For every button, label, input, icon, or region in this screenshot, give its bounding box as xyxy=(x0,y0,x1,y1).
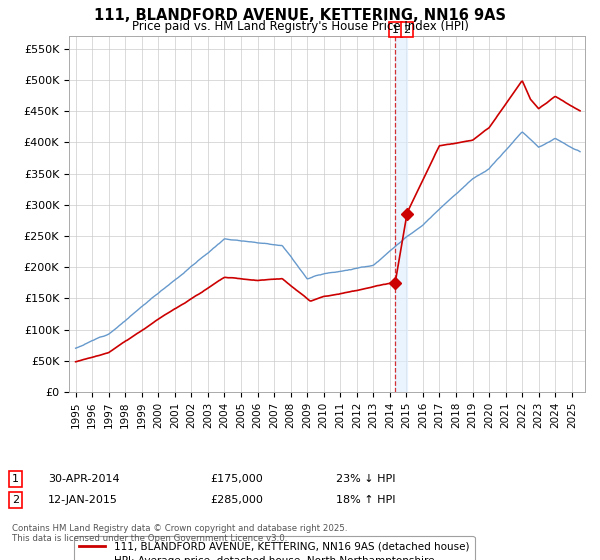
Text: 111, BLANDFORD AVENUE, KETTERING, NN16 9AS: 111, BLANDFORD AVENUE, KETTERING, NN16 9… xyxy=(94,8,506,24)
Text: 2: 2 xyxy=(403,25,410,35)
Text: 30-APR-2014: 30-APR-2014 xyxy=(48,474,119,484)
Bar xyxy=(395,36,407,392)
Text: Price paid vs. HM Land Registry's House Price Index (HPI): Price paid vs. HM Land Registry's House … xyxy=(131,20,469,32)
Text: £175,000: £175,000 xyxy=(210,474,263,484)
Text: 1: 1 xyxy=(392,25,399,35)
Text: 1: 1 xyxy=(12,474,19,484)
Text: 2: 2 xyxy=(12,495,19,505)
Text: 12-JAN-2015: 12-JAN-2015 xyxy=(48,495,118,505)
Text: Contains HM Land Registry data © Crown copyright and database right 2025.
This d: Contains HM Land Registry data © Crown c… xyxy=(12,524,347,543)
Text: 23% ↓ HPI: 23% ↓ HPI xyxy=(336,474,395,484)
Legend: 111, BLANDFORD AVENUE, KETTERING, NN16 9AS (detached house), HPI: Average price,: 111, BLANDFORD AVENUE, KETTERING, NN16 9… xyxy=(74,536,475,560)
Text: £285,000: £285,000 xyxy=(210,495,263,505)
Text: 18% ↑ HPI: 18% ↑ HPI xyxy=(336,495,395,505)
